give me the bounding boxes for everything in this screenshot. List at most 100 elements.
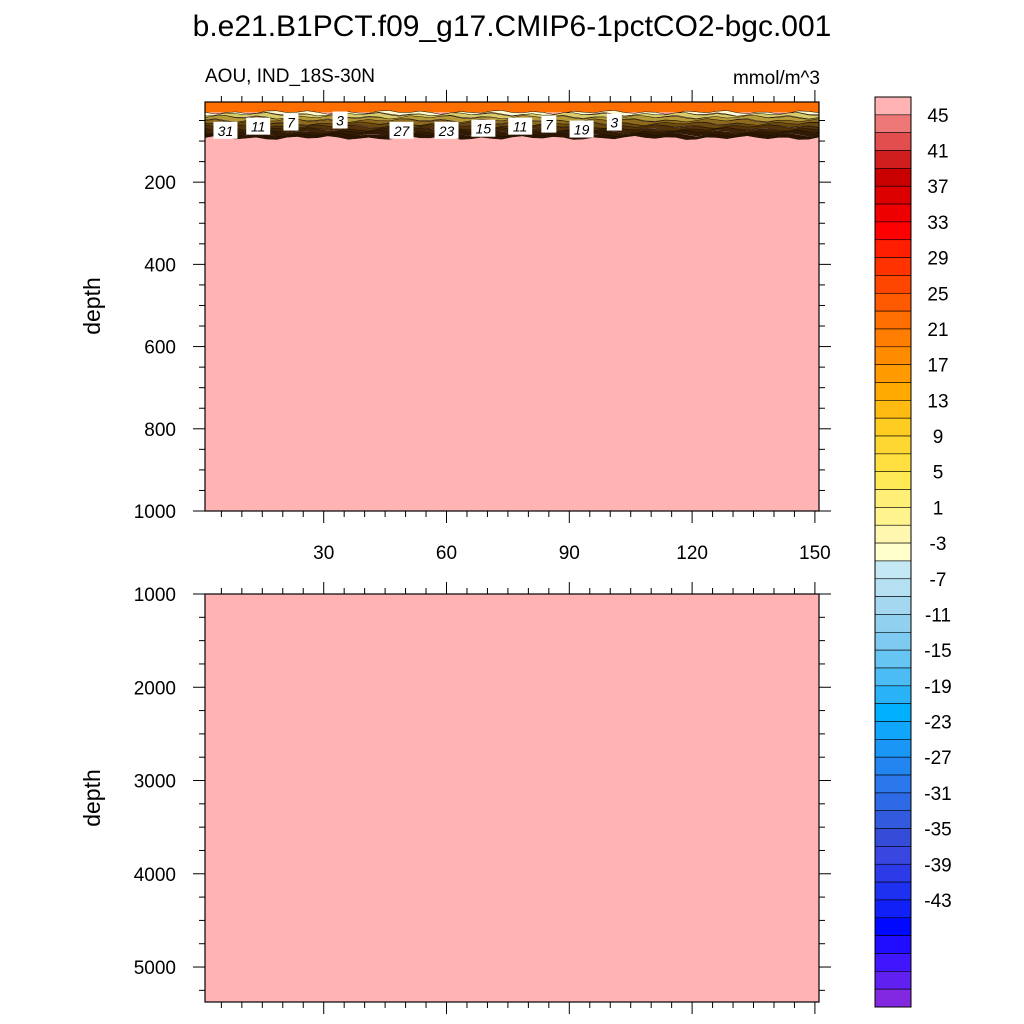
- contour-label: 7: [287, 115, 296, 131]
- colorbar-label: -39: [924, 855, 951, 876]
- colorbar-box: [874, 560, 912, 580]
- contour-label-box: [471, 119, 496, 137]
- colorbar-box: [874, 703, 912, 722]
- colorbar-label: 5: [933, 463, 944, 484]
- colorbar-box: [874, 810, 912, 829]
- upper-y-axis-label: depth: [79, 277, 105, 335]
- colorbar-box: [874, 417, 912, 437]
- colorbar-box: [874, 828, 912, 847]
- colorbar-box: [874, 578, 912, 597]
- colorbar-box: [874, 346, 912, 365]
- colorbar-label: 13: [927, 391, 948, 412]
- colorbar-box: [874, 435, 912, 455]
- x-tick-label: 150: [799, 543, 831, 564]
- colorbar-box: [874, 863, 912, 883]
- colorbar-box: [874, 453, 912, 473]
- colorbar-box: [874, 614, 912, 633]
- colorbar-box: [874, 542, 912, 562]
- contour-label-box: [541, 115, 557, 133]
- colorbar-box: [874, 328, 912, 348]
- y-tick-label: 1000: [134, 502, 176, 523]
- contour-label: 3: [610, 115, 618, 131]
- surface-layer: [205, 102, 819, 113]
- upper-contour-labels: 31 11 7 3 27 23 15 11 7 19 3: [213, 111, 622, 139]
- colorbar-box: [874, 203, 912, 223]
- y-tick-label: 400: [144, 255, 176, 276]
- colorbar-box: [874, 971, 912, 990]
- colorbar-box: [874, 524, 912, 544]
- y-tick-label: 1000: [134, 585, 176, 606]
- upper-panel: AOU, IND_18S-30N mmol/m^3 31 11 7 3 27 23 15 11…: [79, 66, 831, 564]
- colorbar-label: -31: [924, 784, 951, 805]
- lower-y-axis-label: depth: [79, 769, 105, 827]
- y-tick-label: 200: [144, 173, 176, 194]
- contour-label: 3: [336, 112, 344, 128]
- colorbar-box: [874, 953, 912, 972]
- upper-right-label: mmol/m^3: [733, 68, 820, 89]
- colorbar-box: [874, 846, 912, 865]
- colorbar-box: [874, 988, 912, 1008]
- colorbar-label: -27: [924, 748, 951, 769]
- x-tick-label: 90: [559, 543, 580, 564]
- colorbar-label: -15: [924, 641, 951, 662]
- colorbar-label: 1: [933, 498, 944, 519]
- figure-title: b.e21.B1PCT.f09_g17.CMIP6-1pctCO2-bgc.00…: [193, 10, 832, 43]
- colorbar-box: [874, 168, 912, 187]
- contour-label: 23: [438, 123, 455, 139]
- colorbar-box: [874, 310, 912, 330]
- contour-label: 11: [513, 119, 528, 135]
- plot-frame: [204, 101, 820, 512]
- lower-plot-area: [205, 594, 819, 1002]
- upper-left-label: AOU, IND_18S-30N: [205, 66, 375, 87]
- x-tick-label: 30: [313, 543, 334, 564]
- colorbar-box: [874, 364, 912, 383]
- colorbar-label: 33: [927, 213, 948, 234]
- colorbar-box: [874, 667, 912, 687]
- contour-label: 31: [218, 123, 234, 139]
- lower-axes: 1000 2000 3000 4000 5000: [134, 582, 831, 1014]
- colorbar-label: 25: [927, 284, 948, 305]
- colorbar-label: 29: [927, 249, 948, 270]
- contour-label-box: [246, 117, 271, 135]
- y-tick-label: 2000: [134, 678, 176, 699]
- contour-label: 11: [251, 119, 266, 135]
- colorbar-box: [874, 596, 912, 615]
- colorbar-box: [874, 881, 912, 901]
- colorbar: 45 41 37 33 29 25 21 17 13 9 5 1 -3 -7 -11 -15 -19 -23 -27…: [874, 96, 952, 1008]
- colorbar-label: -11: [925, 605, 951, 626]
- colorbar-label: -35: [924, 820, 951, 841]
- contour-label: 27: [393, 123, 411, 139]
- colorbar-box: [874, 132, 912, 151]
- contour-label: 15: [476, 121, 492, 137]
- colorbar-box: [874, 150, 912, 169]
- colorbar-label: 45: [927, 106, 948, 127]
- colorbar-box: [874, 756, 912, 776]
- plot-frame: [204, 593, 820, 1003]
- colorbar-label: -3: [930, 534, 947, 555]
- colorbar-box: [874, 507, 912, 526]
- colorbar-label: -7: [930, 570, 947, 591]
- colorbar-label: -23: [924, 713, 951, 734]
- y-tick-label: 3000: [134, 772, 176, 793]
- colorbar-label: 37: [927, 177, 948, 198]
- field-background: [205, 594, 819, 1002]
- contour-label: 19: [574, 122, 590, 138]
- contour-label-box: [434, 121, 459, 139]
- colorbar-label: 9: [933, 427, 944, 448]
- contour-label-box: [213, 121, 238, 139]
- contour-label-box: [606, 113, 622, 131]
- colorbar-box: [874, 721, 912, 740]
- colorbar-label: -19: [924, 677, 951, 698]
- colorbar-box: [874, 257, 912, 276]
- colorbar-box: [874, 400, 912, 419]
- colorbar-box: [874, 239, 912, 258]
- colorbar-box: [874, 792, 912, 812]
- field-background: [205, 102, 819, 511]
- colorbar-box: [874, 631, 912, 651]
- colorbar-box: [874, 275, 912, 294]
- y-tick-label: 5000: [134, 958, 176, 979]
- colorbar-box: [874, 685, 912, 704]
- colorbar-label: 21: [927, 320, 948, 341]
- x-tick-label: 60: [436, 543, 457, 564]
